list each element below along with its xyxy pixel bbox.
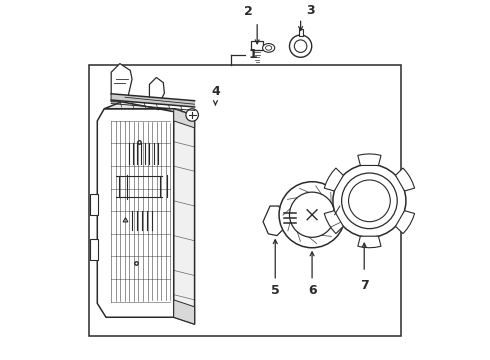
Polygon shape [358,236,381,248]
Circle shape [333,164,406,237]
Polygon shape [174,109,195,128]
Polygon shape [104,102,195,116]
Text: 4: 4 [211,85,220,98]
Ellipse shape [263,44,275,52]
Polygon shape [324,168,343,191]
Polygon shape [174,109,195,324]
Polygon shape [358,154,381,166]
Bar [90,239,98,260]
Bar [90,194,98,215]
Text: 7: 7 [360,279,368,292]
Ellipse shape [266,46,272,50]
Bar [251,41,264,50]
Circle shape [342,173,397,229]
Polygon shape [395,211,415,234]
Polygon shape [111,64,132,102]
Polygon shape [324,211,343,234]
Text: 5: 5 [271,284,280,297]
Polygon shape [149,77,164,103]
Circle shape [292,214,300,222]
Circle shape [348,180,390,222]
Bar [298,30,303,36]
Circle shape [290,35,312,57]
Circle shape [186,109,198,121]
Polygon shape [174,300,195,324]
Text: 1: 1 [248,48,257,61]
Polygon shape [98,109,174,317]
Polygon shape [263,206,284,235]
Polygon shape [395,168,415,191]
Circle shape [294,40,307,53]
Text: 3: 3 [306,4,315,17]
Text: 2: 2 [244,5,253,18]
Text: 6: 6 [308,284,317,297]
Bar [89,65,401,336]
Circle shape [279,182,345,248]
Circle shape [290,192,335,237]
